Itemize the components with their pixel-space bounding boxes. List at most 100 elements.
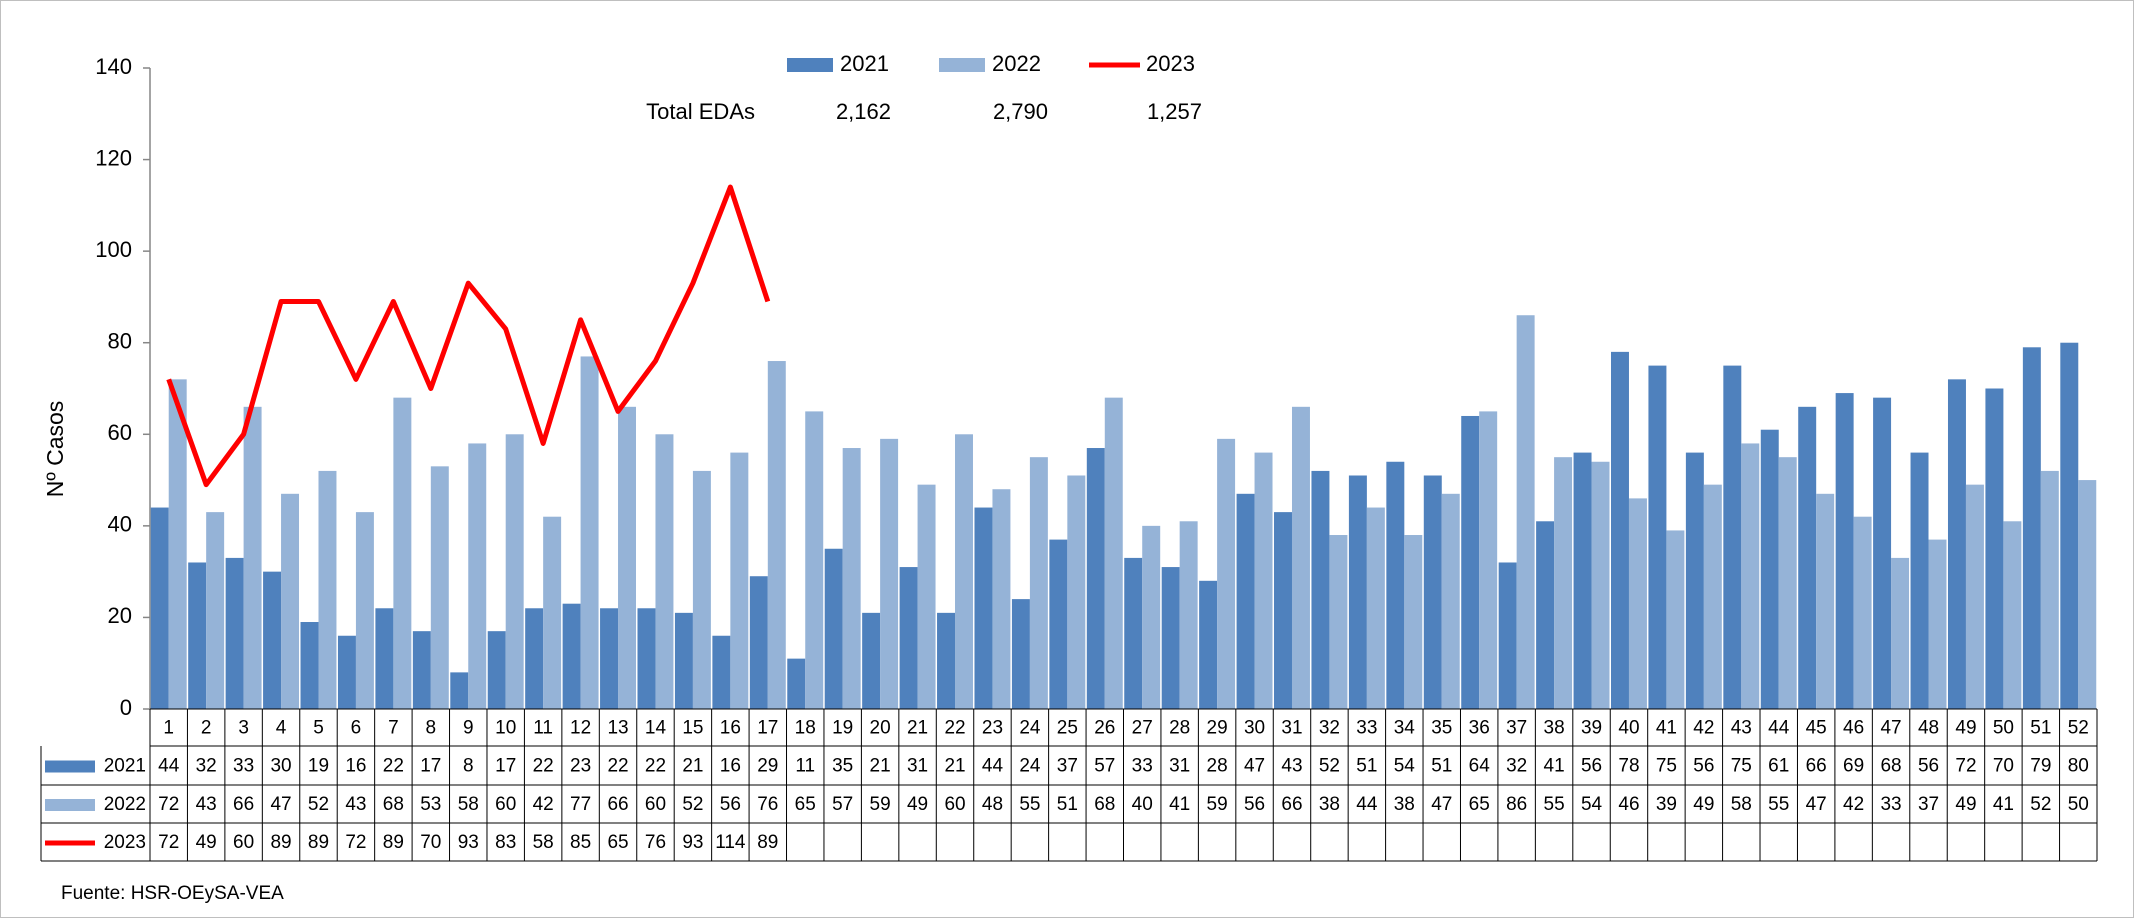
- table-value: 22: [607, 756, 628, 777]
- table-value: 51: [1057, 794, 1078, 815]
- y-tick-label: 80: [108, 329, 132, 354]
- bar: [600, 608, 619, 709]
- table-value: 44: [982, 756, 1004, 777]
- bar: [955, 434, 973, 709]
- legend-label: 2021: [840, 51, 889, 76]
- table-value: 22: [383, 756, 404, 777]
- bar: [1965, 484, 1984, 709]
- x-tick-label: 7: [388, 718, 399, 739]
- table-value: 16: [345, 756, 366, 777]
- bar: [1591, 461, 1610, 709]
- table-value: 52: [1319, 756, 1340, 777]
- bar: [412, 631, 431, 709]
- table-value: 49: [1693, 794, 1714, 815]
- table-value: 65: [607, 832, 628, 853]
- bar: [787, 658, 806, 709]
- legend-label: 2022: [992, 51, 1041, 76]
- table-value: 33: [233, 756, 254, 777]
- bar: [1366, 507, 1385, 709]
- bar: [1873, 397, 1892, 709]
- bar: [487, 631, 506, 709]
- table-value: 52: [308, 794, 329, 815]
- bar: [355, 512, 374, 709]
- bar: [1104, 397, 1123, 709]
- table-value: 89: [757, 832, 778, 853]
- bar: [1161, 567, 1180, 709]
- table-value: 40: [1132, 794, 1153, 815]
- total-value: 2,162: [836, 99, 891, 124]
- legend-label: 2023: [104, 832, 146, 853]
- table-value: 54: [1581, 794, 1603, 815]
- bar: [1891, 557, 1910, 709]
- x-tick-label: 29: [1207, 718, 1228, 739]
- table-value: 72: [158, 832, 179, 853]
- table-value: 75: [1731, 756, 1752, 777]
- bar: [1029, 457, 1048, 709]
- table-value: 68: [1880, 756, 1901, 777]
- table-value: 66: [1281, 794, 1302, 815]
- table-value: 8: [463, 756, 474, 777]
- x-tick-label: 8: [426, 718, 437, 739]
- bar: [450, 672, 469, 709]
- bar: [1798, 406, 1817, 709]
- bar: [749, 576, 768, 709]
- table-value: 38: [1394, 794, 1415, 815]
- table-value: 44: [158, 756, 180, 777]
- table-value: 35: [832, 756, 853, 777]
- bar: [468, 443, 487, 709]
- bar: [992, 489, 1011, 709]
- table-value: 76: [757, 794, 778, 815]
- bar: [1311, 470, 1330, 709]
- bar: [917, 484, 936, 709]
- bar: [1685, 452, 1704, 709]
- table-value: 51: [1356, 756, 1377, 777]
- table-value: 57: [832, 794, 853, 815]
- x-tick-label: 25: [1057, 718, 1078, 739]
- table-value: 65: [795, 794, 816, 815]
- bar: [1835, 393, 1854, 709]
- bar: [580, 356, 599, 709]
- bar: [562, 603, 581, 709]
- table-value: 22: [645, 756, 666, 777]
- table-value: 66: [607, 794, 628, 815]
- x-tick-label: 37: [1506, 718, 1527, 739]
- x-tick-label: 21: [907, 718, 928, 739]
- bar: [1910, 452, 1929, 709]
- bar: [674, 612, 693, 709]
- bar: [1441, 493, 1460, 709]
- table-value: 75: [1656, 756, 1677, 777]
- table-value: 83: [495, 832, 516, 853]
- bar: [880, 438, 899, 709]
- bar: [375, 608, 394, 709]
- table-value: 80: [2068, 756, 2089, 777]
- bar: [1254, 452, 1273, 709]
- table-value: 55: [1544, 794, 1565, 815]
- x-tick-label: 33: [1356, 718, 1377, 739]
- bar: [318, 470, 337, 709]
- table-value: 42: [533, 794, 554, 815]
- table-value: 44: [1356, 794, 1378, 815]
- table-value: 56: [1693, 756, 1714, 777]
- table-value: 72: [345, 832, 366, 853]
- x-tick-label: 34: [1394, 718, 1416, 739]
- bar: [824, 548, 843, 709]
- legend-key: [939, 58, 985, 72]
- x-tick-label: 52: [2068, 718, 2089, 739]
- bar: [1423, 475, 1442, 709]
- bar: [1217, 438, 1236, 709]
- table-value: 31: [1169, 756, 1190, 777]
- table-value: 19: [308, 756, 329, 777]
- table-value: 89: [383, 832, 404, 853]
- bar: [937, 612, 956, 709]
- table-value: 54: [1394, 756, 1416, 777]
- bar: [2060, 342, 2079, 709]
- table-value: 56: [1581, 756, 1602, 777]
- bar: [300, 622, 319, 709]
- bar: [899, 567, 918, 709]
- totals-label: Total EDAs: [646, 99, 755, 124]
- table-value: 33: [1132, 756, 1153, 777]
- x-tick-label: 32: [1319, 718, 1340, 739]
- table-value: 64: [1469, 756, 1491, 777]
- table-value: 93: [458, 832, 479, 853]
